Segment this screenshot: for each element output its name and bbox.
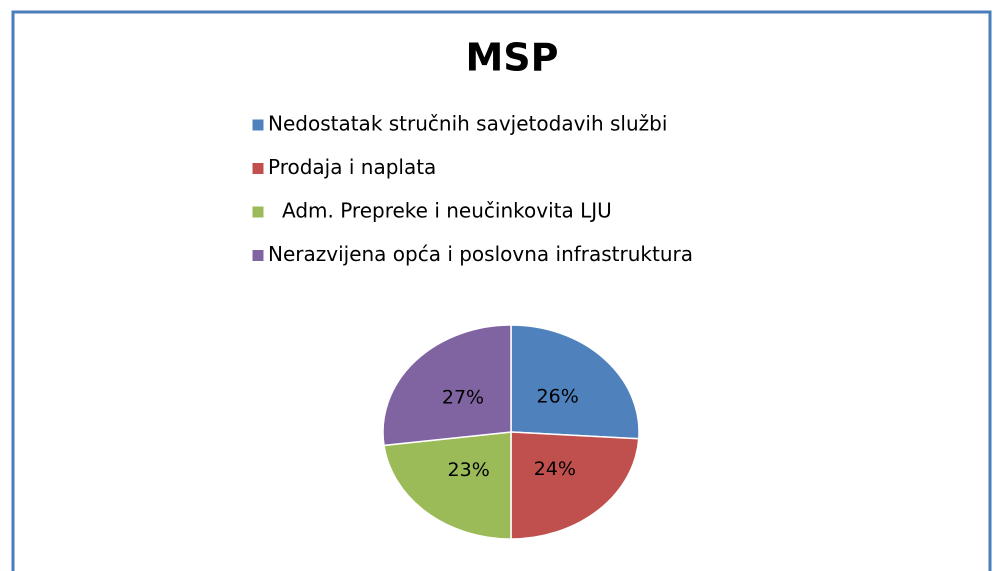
legend-swatch — [251, 118, 265, 132]
data-label: 24% — [534, 458, 576, 480]
legend-label: Adm. Prepreke i neučinkovita LJU — [282, 199, 612, 223]
data-label: 26% — [537, 385, 579, 407]
frame — [11, 10, 992, 571]
data-label: 23% — [448, 459, 490, 481]
legend-swatch — [251, 205, 265, 219]
legend-label: Nedostatak stručnih savjetodavih službi — [268, 112, 667, 136]
data-label: 27% — [442, 387, 484, 409]
pie-slice — [382, 324, 512, 447]
chart-title: MSP — [465, 36, 558, 80]
legend-label: Prodaja i naplata — [268, 155, 436, 179]
legend-label: Nerazvijena opća i poslovna infrastruktu… — [268, 242, 693, 266]
pie-slice — [510, 324, 640, 440]
pie-slice — [383, 431, 512, 540]
pie-slice — [510, 431, 640, 540]
legend-swatch — [251, 249, 265, 262]
legend-swatch — [251, 162, 265, 175]
